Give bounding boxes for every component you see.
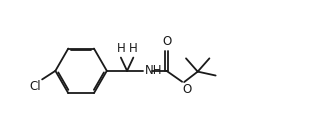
Text: Cl: Cl [30,80,41,93]
Text: O: O [183,82,192,95]
Text: H: H [129,42,138,55]
Text: H: H [116,42,125,55]
Text: NH: NH [145,64,163,77]
Text: O: O [162,35,171,48]
